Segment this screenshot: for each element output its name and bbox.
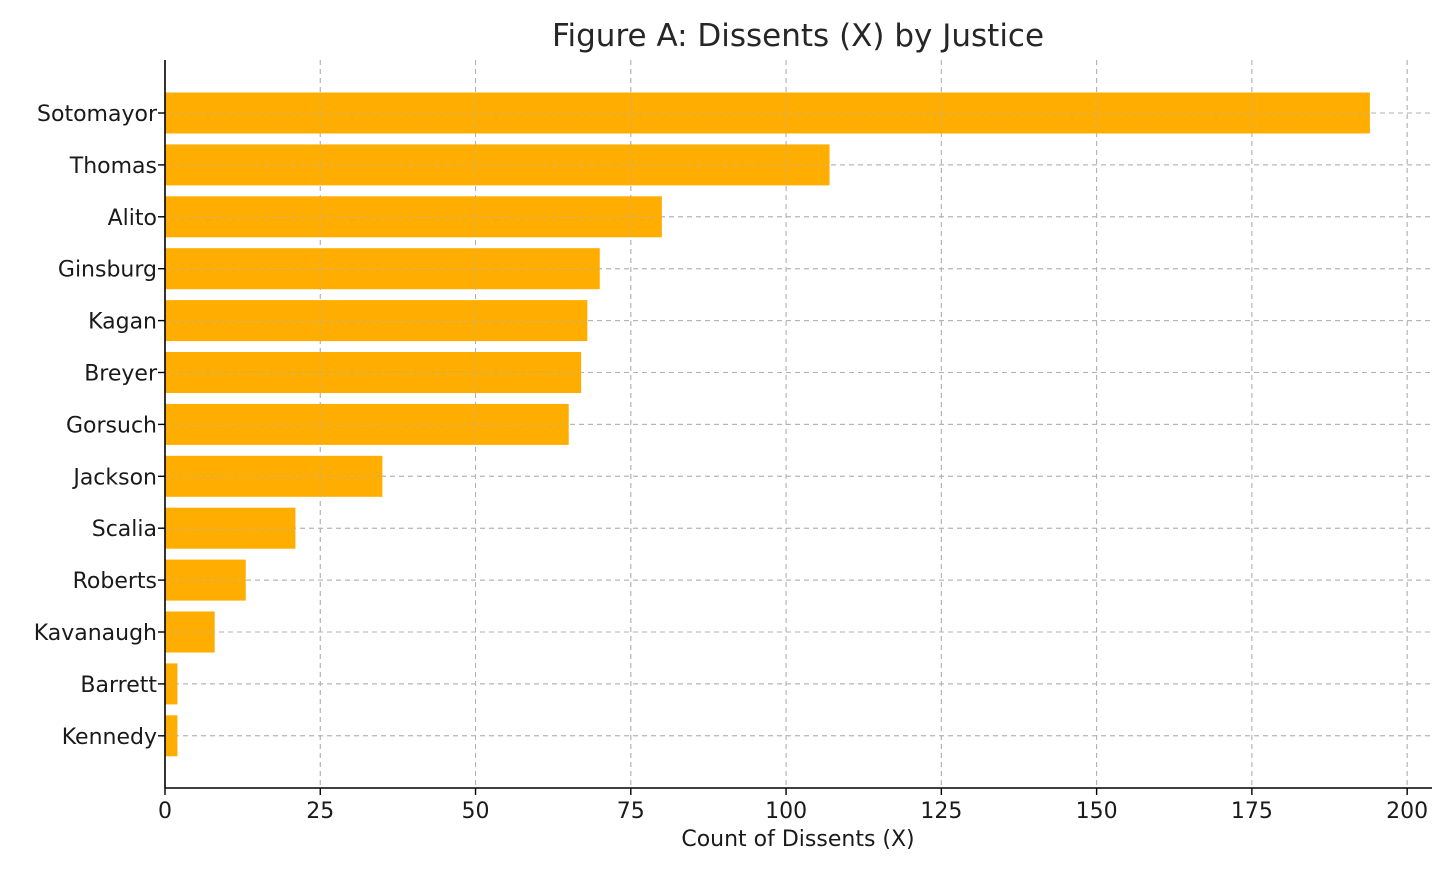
y-tick-label-kagan: Kagan bbox=[88, 310, 157, 335]
y-tick-label-scalia: Scalia bbox=[92, 517, 157, 542]
x-tick-label-3: 75 bbox=[617, 799, 645, 824]
y-tick-label-gorsuch: Gorsuch bbox=[66, 413, 157, 438]
y-tick-label-jackson: Jackson bbox=[71, 465, 157, 490]
chart-title: Figure A: Dissents (X) by Justice bbox=[552, 18, 1044, 54]
y-tick-label-alito: Alito bbox=[108, 206, 157, 231]
y-tick-label-sotomayor: Sotomayor bbox=[37, 102, 158, 127]
y-tick-label-barrett: Barrett bbox=[80, 673, 157, 698]
y-tick-label-thomas: Thomas bbox=[69, 154, 157, 179]
y-tick-label-breyer: Breyer bbox=[84, 362, 158, 387]
bar-kennedy bbox=[165, 715, 178, 757]
bar-kavanaugh bbox=[165, 611, 215, 653]
x-tick-label-8: 200 bbox=[1386, 799, 1428, 824]
y-tick-label-kennedy: Kennedy bbox=[62, 725, 157, 750]
ticks-layer: 0 25 50 75 100 125 150 175 200 Sotomayor Thomas Ali… bbox=[34, 102, 1428, 824]
y-tick-label-kavanaugh: Kavanaugh bbox=[34, 621, 157, 646]
bar-barrett bbox=[165, 663, 178, 705]
x-tick-label-0: 0 bbox=[158, 799, 172, 824]
x-tick-label-5: 125 bbox=[920, 799, 962, 824]
x-tick-label-1: 25 bbox=[306, 799, 334, 824]
x-tick-label-6: 150 bbox=[1076, 799, 1118, 824]
x-tick-label-4: 100 bbox=[765, 799, 807, 824]
x-tick-label-7: 175 bbox=[1231, 799, 1273, 824]
x-axis-label: Count of Dissents (X) bbox=[681, 827, 914, 852]
bars-layer bbox=[164, 60, 1432, 788]
x-tick-label-2: 50 bbox=[462, 799, 490, 824]
y-tick-label-ginsburg: Ginsburg bbox=[58, 258, 157, 283]
y-tick-label-roberts: Roberts bbox=[73, 569, 157, 594]
